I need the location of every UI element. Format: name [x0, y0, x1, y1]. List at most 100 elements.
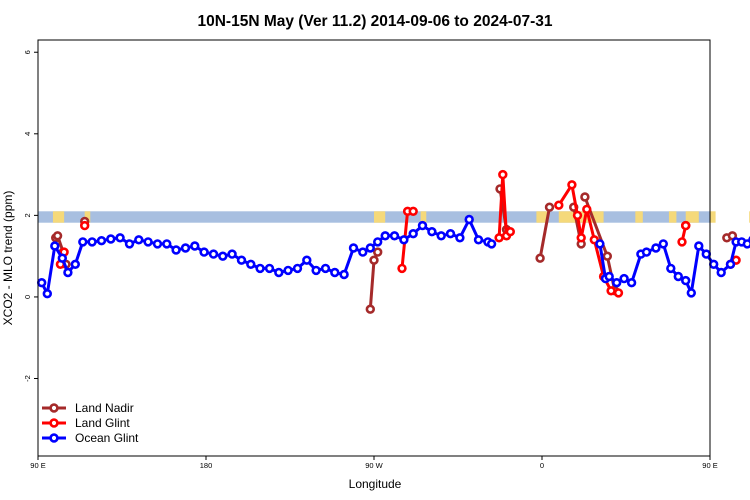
data-point	[427, 227, 437, 237]
y-tick-label: -2	[23, 375, 32, 382]
legend-label: Land Glint	[75, 416, 130, 430]
data-point	[554, 200, 564, 210]
x-tick-label: 0	[540, 461, 544, 470]
y-tick-label: 4	[23, 132, 32, 136]
data-point	[143, 237, 153, 247]
reference-band	[38, 211, 750, 223]
data-point	[641, 247, 652, 257]
data-point	[358, 247, 368, 257]
data-point	[373, 247, 383, 257]
data-point	[283, 265, 293, 276]
legend-label: Land Nadir	[75, 401, 134, 415]
data-point	[348, 243, 359, 253]
series-line	[538, 206, 551, 259]
legend-label: Ocean Glint	[75, 431, 139, 445]
data-point	[190, 241, 200, 251]
data-point	[494, 233, 504, 243]
data-point	[436, 231, 446, 241]
x-axis-label: Longitude	[349, 477, 402, 491]
data-point	[106, 234, 116, 244]
data-point	[417, 220, 428, 231]
data-point	[498, 169, 508, 180]
data-point	[673, 271, 683, 282]
data-point	[115, 233, 125, 243]
data-point	[320, 263, 331, 274]
data-point	[680, 275, 691, 286]
data-point	[152, 239, 163, 249]
data-point	[399, 235, 409, 245]
data-point	[330, 267, 340, 278]
series-ocean-glint	[36, 214, 750, 299]
data-point	[373, 237, 383, 247]
data-point	[408, 229, 418, 239]
data-point	[677, 237, 687, 247]
data-point	[694, 241, 704, 251]
data-point	[70, 259, 81, 269]
data-point	[50, 241, 60, 251]
data-point	[255, 263, 265, 274]
data-point	[311, 265, 321, 276]
data-point	[365, 304, 375, 314]
data-point	[171, 245, 181, 255]
data-point	[686, 288, 696, 298]
series-land-glint	[55, 169, 741, 298]
land-band-segment	[374, 211, 386, 223]
land-band-segment	[685, 211, 699, 223]
data-point	[613, 288, 624, 298]
data-point	[611, 278, 622, 288]
data-point	[602, 251, 612, 261]
data-point	[742, 239, 750, 249]
data-point	[227, 249, 237, 259]
land-band-segment	[420, 211, 427, 223]
series-layer	[36, 169, 750, 314]
data-point	[582, 204, 592, 215]
legend-marker	[49, 403, 59, 413]
legend-marker	[49, 418, 59, 428]
land-band-segment	[536, 211, 548, 223]
data-point	[63, 267, 73, 278]
data-point	[292, 263, 303, 274]
data-point	[680, 220, 691, 231]
data-point	[619, 273, 629, 284]
data-point	[725, 259, 736, 269]
land-band-segment	[52, 211, 65, 223]
data-point	[604, 271, 614, 282]
y-tick-label: 6	[23, 50, 32, 54]
data-point	[87, 237, 97, 247]
y-tick-label: 2	[23, 213, 32, 217]
data-point	[380, 231, 390, 241]
data-point	[42, 289, 52, 299]
data-point	[626, 278, 637, 288]
data-point	[236, 255, 247, 265]
data-point	[464, 214, 474, 225]
data-point	[505, 227, 515, 237]
data-point	[473, 235, 484, 245]
land-band-segment	[84, 211, 91, 223]
data-point	[580, 192, 590, 202]
land-band-segment	[590, 211, 604, 223]
land-band-segment	[710, 211, 716, 223]
data-point	[455, 233, 465, 243]
data-point	[274, 267, 284, 278]
data-point	[79, 220, 90, 231]
data-point	[134, 235, 144, 245]
x-tick-label: 180	[200, 461, 213, 470]
data-point	[397, 263, 407, 274]
x-tick-label: 90 E	[30, 461, 45, 470]
data-point	[218, 251, 228, 261]
data-point	[595, 239, 605, 249]
data-point	[535, 253, 545, 263]
data-point	[708, 259, 719, 269]
data-point	[408, 206, 418, 217]
data-point	[246, 259, 256, 269]
series-line	[40, 218, 493, 296]
data-point	[57, 253, 67, 263]
data-point	[716, 267, 726, 278]
data-point	[666, 263, 676, 274]
data-point	[658, 239, 668, 249]
data-point	[208, 249, 219, 259]
data-point	[264, 263, 275, 274]
